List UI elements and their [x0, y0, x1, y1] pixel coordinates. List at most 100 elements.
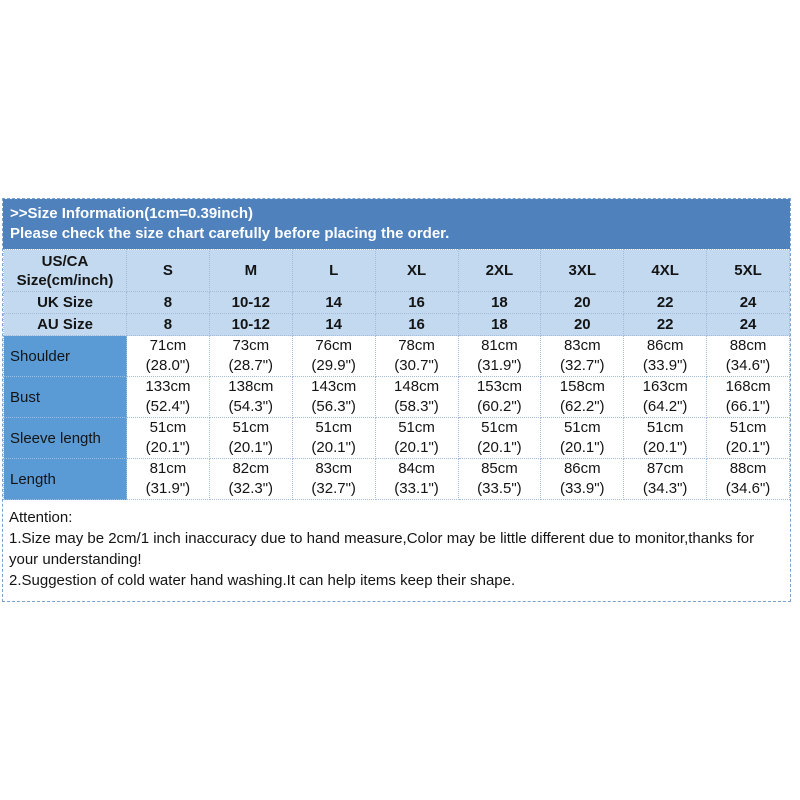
corner-header: US/CA Size(cm/inch): [3, 249, 127, 292]
value-inch: (64.2"): [642, 398, 688, 415]
value-cm: 51cm: [149, 419, 187, 436]
size-header-cell: S: [126, 249, 210, 292]
measurement-value: 82cm (32.3"): [208, 458, 293, 500]
value-cm: 83cm: [563, 337, 601, 354]
size-row-value: 16: [374, 313, 459, 336]
value-inch: (20.1"): [560, 439, 605, 456]
measurement-value: 81cm (31.9"): [457, 335, 542, 377]
value-inch: (32.7"): [560, 357, 605, 374]
size-row-value: 8: [126, 291, 210, 314]
value-inch: (34.6"): [725, 357, 771, 374]
size-row-value: 24: [706, 291, 790, 314]
measurement-value: 88cm (34.6"): [706, 335, 790, 377]
value-cm: 84cm: [398, 460, 435, 477]
banner-subtitle: Please check the size chart carefully be…: [10, 225, 450, 242]
value-cm: 81cm: [481, 337, 518, 354]
value-inch: (28.0"): [145, 357, 191, 374]
measurement-value: 51cm (20.1"): [291, 417, 376, 459]
value-cm: 82cm: [232, 460, 270, 477]
attention-note: 1.Size may be 2cm/1 inch inaccuracy due …: [9, 530, 755, 568]
value-inch: (32.7"): [311, 480, 356, 497]
value-inch: (34.6"): [725, 480, 771, 497]
value-cm: 138cm: [228, 378, 274, 395]
measurement-row: Length 81cm (31.9") 82cm (32.3") 83cm (32.7") 8…: [3, 458, 790, 500]
size-row-value: 10-12: [208, 291, 293, 314]
size-row-value: 20: [540, 291, 625, 314]
attention-notes: 1.Size may be 2cm/1 inch inaccuracy due …: [9, 528, 784, 591]
measurement-value: 51cm (20.1"): [706, 417, 790, 459]
measurement-value: 153cm (60.2"): [457, 376, 542, 418]
value-inch: (20.1"): [228, 439, 274, 456]
value-cm: 153cm: [476, 378, 522, 395]
value-cm: 51cm: [729, 419, 767, 436]
attention-title: Attention:: [9, 509, 73, 526]
size-row-label: AU Size: [3, 313, 127, 336]
size-row-value: 14: [291, 313, 376, 336]
measurement-label: Shoulder: [3, 335, 127, 377]
size-row-value: 16: [374, 291, 459, 314]
value-inch: (34.3"): [642, 480, 688, 497]
value-inch: (20.1"): [145, 439, 191, 456]
size-info-banner: >>Size Information(1cm=0.39inch) Please …: [3, 199, 790, 249]
value-inch: (31.9"): [477, 357, 522, 374]
value-inch: (33.1"): [394, 480, 439, 497]
size-row: UK Size 8 10-12 14 16 18 20 22 24: [3, 291, 790, 314]
measurement-value: 76cm (29.9"): [291, 335, 376, 377]
size-row-value: 18: [457, 313, 542, 336]
value-inch: (20.1"): [477, 439, 522, 456]
attention-note: 2.Suggestion of cold water hand washing.…: [9, 572, 516, 589]
measurement-value: 83cm (32.7"): [291, 458, 376, 500]
value-inch: (32.3"): [228, 480, 274, 497]
value-cm: 78cm: [398, 337, 435, 354]
measurement-value: 86cm (33.9"): [623, 335, 708, 377]
value-inch: (20.1"): [394, 439, 439, 456]
size-row-value: 24: [706, 313, 790, 336]
measurement-value: 168cm (66.1"): [706, 376, 790, 418]
size-header-cell: 2XL: [457, 249, 542, 292]
value-inch: (20.1"): [642, 439, 688, 456]
measurement-value: 85cm (33.5"): [457, 458, 542, 500]
size-row-label: UK Size: [3, 291, 127, 314]
value-cm: 87cm: [646, 460, 684, 477]
size-header-cell: L: [291, 249, 376, 292]
measurement-label: Sleeve length: [3, 417, 127, 459]
value-cm: 163cm: [642, 378, 688, 395]
value-cm: 51cm: [315, 419, 353, 436]
value-cm: 83cm: [315, 460, 353, 477]
value-cm: 168cm: [725, 378, 771, 395]
value-cm: 51cm: [481, 419, 518, 436]
value-cm: 143cm: [311, 378, 357, 395]
measurement-value: 148cm (58.3"): [374, 376, 459, 418]
value-inch: (20.1"): [311, 439, 356, 456]
value-cm: 51cm: [398, 419, 435, 436]
measurement-value: 87cm (34.3"): [623, 458, 708, 500]
value-inch: (62.2"): [560, 398, 605, 415]
measurement-value: 51cm (20.1"): [457, 417, 542, 459]
value-cm: 88cm: [729, 460, 767, 477]
size-table: US/CA Size(cm/inch) S M L XL 2XL 3XL 4XL 5XL UK Si…: [3, 249, 790, 500]
size-row-value: 10-12: [208, 313, 293, 336]
size-header-cell: XL: [374, 249, 459, 292]
value-inch: (52.4"): [145, 398, 191, 415]
measurement-value: 163cm (64.2"): [623, 376, 708, 418]
measurement-value: 143cm (56.3"): [291, 376, 376, 418]
value-inch: (54.3"): [228, 398, 274, 415]
value-cm: 86cm: [646, 337, 684, 354]
value-cm: 148cm: [394, 378, 440, 395]
measurement-value: 51cm (20.1"): [540, 417, 625, 459]
banner-title: >>Size Information(1cm=0.39inch): [10, 205, 253, 222]
value-inch: (28.7"): [228, 357, 274, 374]
value-inch: (33.9"): [642, 357, 688, 374]
size-row: AU Size 8 10-12 14 16 18 20 22 24: [3, 313, 790, 336]
corner-line1: US/CA: [41, 252, 89, 270]
corner-line2: Size(cm/inch): [16, 271, 114, 289]
measurement-value: 51cm (20.1"): [623, 417, 708, 459]
value-inch: (33.5"): [477, 480, 522, 497]
value-inch: (33.9"): [560, 480, 605, 497]
measurement-label: Bust: [3, 376, 127, 418]
measurement-row: Bust 133cm (52.4") 138cm (54.3") 143cm (56.3")…: [3, 376, 790, 418]
value-inch: (58.3"): [394, 398, 439, 415]
measurement-row: Sleeve length 51cm (20.1") 51cm (20.1") 51cm (…: [3, 417, 790, 459]
value-cm: 133cm: [145, 378, 191, 395]
measurement-value: 71cm (28.0"): [126, 335, 210, 377]
